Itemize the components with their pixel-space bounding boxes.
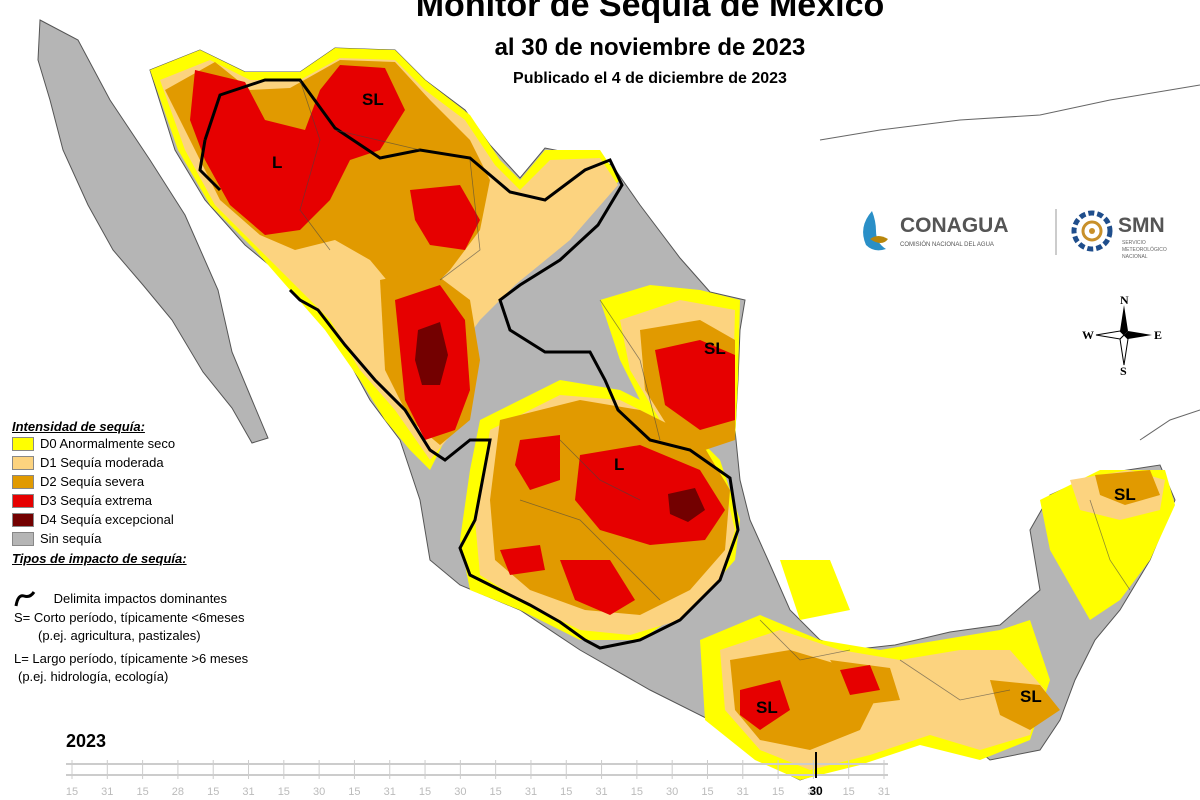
legend-heading: Intensidad de sequía: (12, 419, 145, 434)
legend-swatch (12, 493, 34, 508)
legend-label: D1 Sequía moderada (40, 455, 164, 470)
legend-item-none: Sin sequía (12, 529, 242, 548)
legend: Intensidad de sequía: D0 Anormalmente se… (12, 419, 242, 566)
published-date: Publicado el 4 de diciembre de 2023 (513, 70, 787, 87)
legend-item-d3: D3 Sequía extrema (12, 491, 242, 510)
timeline-tick-label: 15 (631, 786, 643, 798)
cuba-coast (1139, 409, 1200, 441)
impact-short-example: (p.ej. agricultura, pastizales) (38, 628, 201, 643)
timeline-tick-label: 31 (878, 786, 890, 798)
label-nw: L (272, 153, 282, 172)
timeline-tick-label: 15 (66, 786, 78, 798)
timeline-year: 2023 (66, 731, 107, 751)
impact-heading: Tipos de impacto de sequía: (12, 551, 187, 566)
label-yucatan: SL (1114, 485, 1136, 504)
label-oaxaca: SL (756, 698, 778, 717)
timeline-tick-label: 15 (207, 786, 219, 798)
timeline-tick-label: 15 (348, 786, 360, 798)
timeline-current: 30 (809, 784, 823, 798)
label-ne: SL (704, 339, 726, 358)
compass-w: W (1082, 328, 1094, 342)
legend-item-d1: D1 Sequía moderada (12, 453, 242, 472)
label-north: SL (362, 90, 384, 109)
legend-swatch (12, 436, 34, 451)
legend-rows: D0 Anormalmente seco D1 Sequía moderada D2… (12, 434, 242, 548)
impact-line-icon (14, 591, 36, 607)
timeline-tick-label: 30 (666, 786, 678, 798)
legend-label: D2 Sequía severa (40, 474, 145, 489)
agency-logos: CONAGUA COMISIÓN NACIONAL DEL AGUA SMN S… (856, 203, 1196, 263)
timeline-tick-label: 31 (384, 786, 396, 798)
legend-label: D3 Sequía extrema (40, 493, 153, 508)
legend-swatch (12, 474, 34, 489)
timeline-tick-label: 30 (313, 786, 325, 798)
impact-long-example: (p.ej. hidrología, ecología) (18, 669, 169, 684)
legend-swatch (12, 512, 34, 527)
smn-sub2: METEOROLÓGICO (1122, 246, 1167, 253)
timeline-tick-label: 15 (772, 786, 784, 798)
smn-icon (1071, 210, 1113, 252)
timeline: 15 31 15 28 15 31 15 30 15 31 15 30 15 31 15 31 15 30 15 31… (66, 752, 890, 798)
impact-line-legend: Delimita impactos dominantes (14, 590, 227, 610)
timeline-tick-label: 30 (454, 786, 466, 798)
label-center: L (614, 455, 624, 474)
smn-sub3: NACIONAL (1122, 254, 1148, 260)
baja-california (37, 19, 269, 444)
gulf-coast (819, 84, 1200, 141)
state-borders (299, 79, 1131, 701)
timeline-tick-label: 15 (419, 786, 431, 798)
conagua-sub: COMISIÓN NACIONAL DEL AGUA (900, 241, 994, 248)
impact-line-label: Delimita impactos dominantes (53, 591, 228, 607)
compass-s: S (1120, 364, 1127, 375)
timeline-tick-label: 15 (701, 786, 713, 798)
timeline-tick-label: 31 (737, 786, 749, 798)
timeline-tick-label: 31 (242, 786, 254, 798)
page-subtitle: al 30 de noviembre de 2023 (494, 34, 806, 61)
timeline-tick-label: 28 (172, 786, 184, 798)
legend-item-d4: D4 Sequía excepcional (12, 510, 242, 529)
timeline-tick-label: 30 (807, 786, 819, 798)
legend-item-d0: D0 Anormalmente seco (12, 434, 242, 453)
legend-swatch (12, 531, 34, 546)
label-chiapas: SL (1020, 687, 1042, 706)
legend-swatch (12, 455, 34, 470)
conagua-icon (863, 211, 888, 251)
impact-long: L= Largo período, típicamente >6 meses (14, 651, 249, 666)
impact-short: S= Corto período, típicamente <6meses (14, 610, 245, 625)
legend-label: Sin sequía (40, 531, 102, 546)
timeline-tick-label: 15 (278, 786, 290, 798)
logo-graphics: CONAGUA COMISIÓN NACIONAL DEL AGUA SMN S… (863, 209, 1167, 260)
timeline-tick-label: 15 (843, 786, 855, 798)
timeline-tick-label: 31 (101, 786, 113, 798)
impact-boundaries (198, 78, 740, 650)
compass-n: N (1120, 295, 1129, 307)
compass-e: E (1154, 328, 1162, 342)
legend-item-d2: D2 Sequía severa (12, 472, 242, 491)
timeline-tick-label: 15 (136, 786, 148, 798)
smn-name: SMN (1118, 214, 1165, 237)
legend-label: D0 Anormalmente seco (40, 436, 176, 451)
page-title: Monitor de Sequía de México (415, 0, 885, 24)
compass-rose: N S E W (1082, 295, 1162, 375)
conagua-name: CONAGUA (900, 214, 1009, 237)
smn-sub1: SERVICIO (1122, 240, 1146, 246)
d4-areas (415, 322, 705, 522)
timeline-tick-label: 31 (595, 786, 607, 798)
timeline-tick-label: 31 (525, 786, 537, 798)
timeline-tick-label: 15 (560, 786, 572, 798)
timeline-tick-label: 15 (490, 786, 502, 798)
legend-label: D4 Sequía excepcional (40, 512, 174, 527)
